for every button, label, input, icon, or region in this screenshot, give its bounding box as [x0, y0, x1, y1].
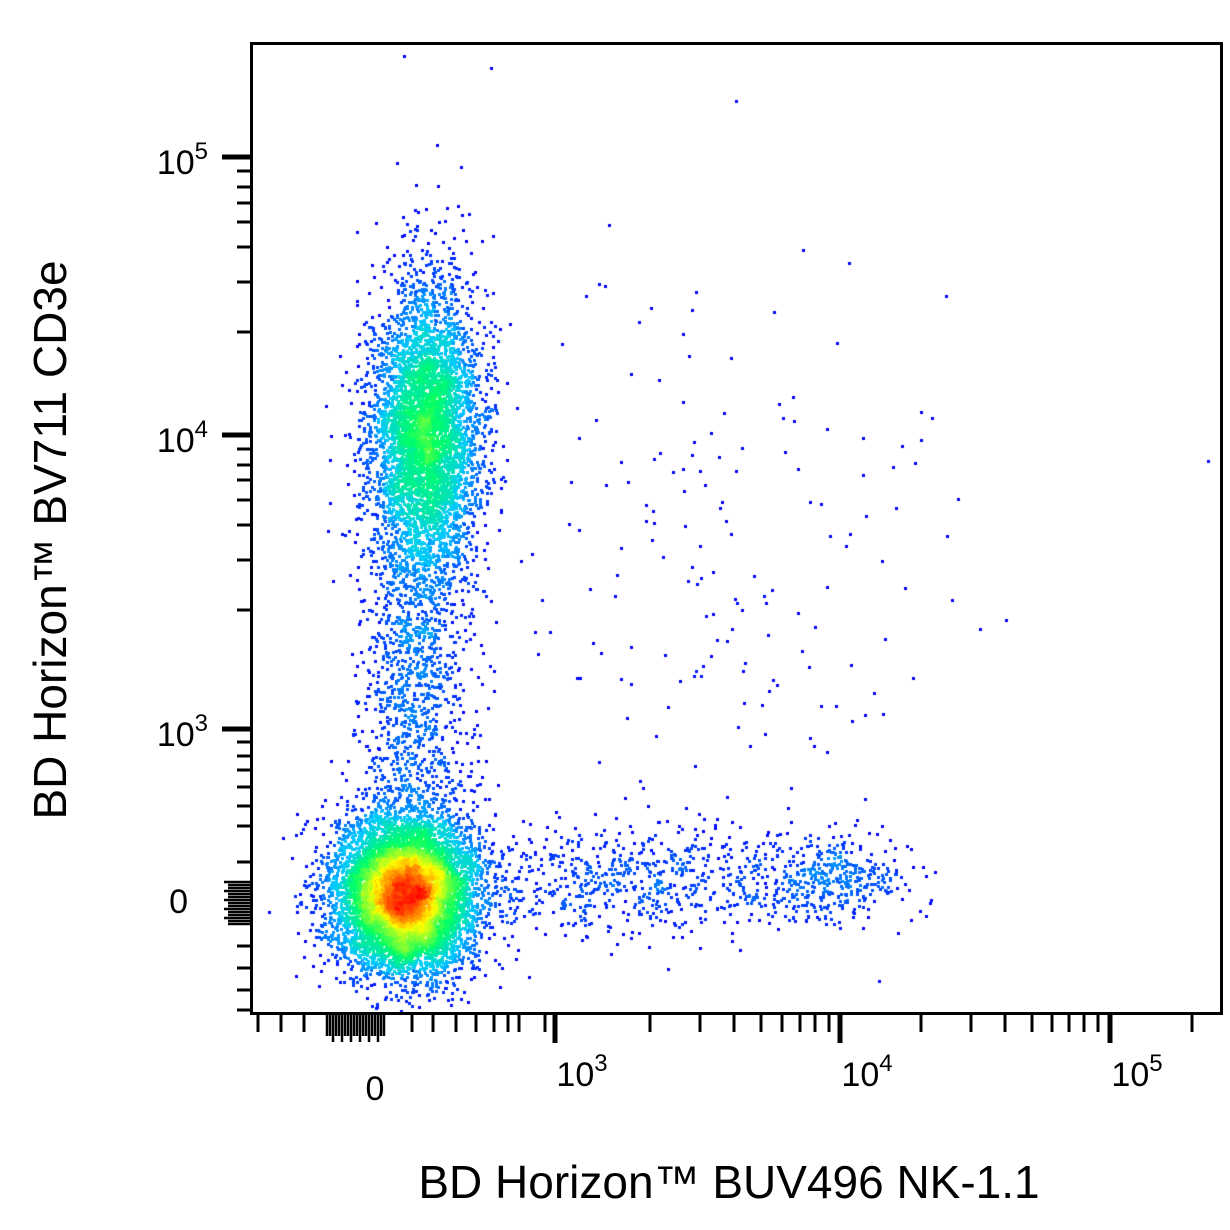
y-tick-label-1e4: 104 — [156, 416, 208, 460]
x-axis-title: BD Horizon™ BUV496 NK-1.1 — [418, 1156, 1040, 1208]
x-tick-label-0: 0 — [365, 1070, 385, 1108]
y-tick-label-1e3: 103 — [156, 710, 208, 754]
y-axis-title: BD Horizon™ BV711 CD3e — [24, 260, 76, 820]
y-tick-label-0: 0 — [169, 883, 188, 921]
scatter-plot-area — [253, 45, 1220, 1012]
x-tick-label-1e5: 105 — [1111, 1050, 1163, 1094]
y-tick-label-1e5: 105 — [156, 138, 208, 182]
x-tick-label-1e3: 103 — [556, 1050, 608, 1094]
x-tick-label-1e4: 104 — [841, 1050, 893, 1094]
